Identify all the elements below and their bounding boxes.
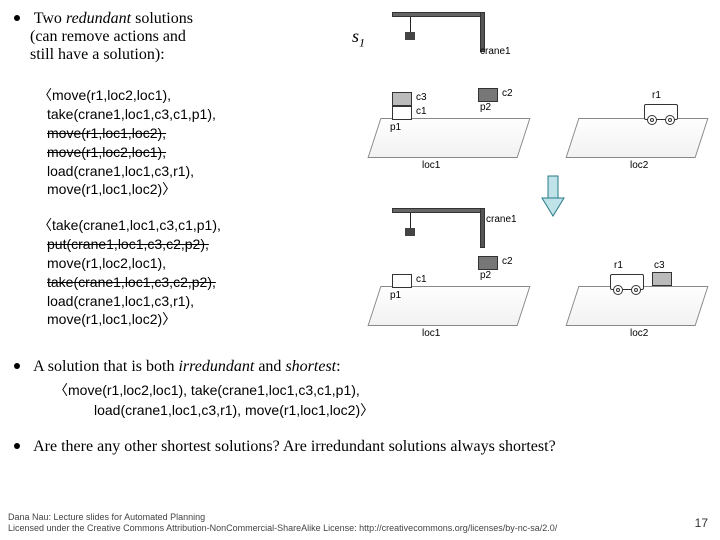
block-c3-bot xyxy=(652,272,672,286)
bullet-irredundant-shortest: A solution that is both irredundant and … xyxy=(14,358,694,420)
robot-r1-bot xyxy=(610,274,644,290)
plan1-l3: move(r1,loc1,loc2), xyxy=(38,124,216,143)
t: shortest xyxy=(285,358,336,375)
plan1-l6: move(r1,loc1,loc2)〉 xyxy=(38,180,216,199)
loc2-top-platform xyxy=(566,118,709,158)
bullet1-line3: still have a solution): xyxy=(30,46,165,63)
t: irredundant xyxy=(178,358,254,375)
plan1-l2: take(crane1,loc1,c3,c1,p1), xyxy=(38,105,216,124)
p1-label-bot: p1 xyxy=(390,290,401,301)
bullet2-code1: 〈move(r1,loc2,loc1), take(crane1,loc1,c3… xyxy=(54,380,694,400)
t: redundant xyxy=(66,10,131,27)
block-c2-bot xyxy=(478,256,498,270)
crane1-label-top: crane1 xyxy=(480,46,511,57)
plan2-l3: move(r1,loc2,loc1), xyxy=(38,254,221,273)
loc1-label-bot: loc1 xyxy=(422,328,440,339)
bullet3-text: Are there any other shortest solutions? … xyxy=(33,438,556,455)
plan1-l5: load(crane1,loc1,c3,r1), xyxy=(38,162,216,181)
r1-label-top: r1 xyxy=(652,90,661,101)
footer-l2: Licensed under the Creative Commons Attr… xyxy=(8,523,557,534)
bullet-redundant: Two redundant solutions (can remove acti… xyxy=(14,10,334,64)
footer-l1: Dana Nau: Lecture slides for Automated P… xyxy=(8,512,557,523)
bullet1-line2: (can remove actions and xyxy=(30,28,186,45)
block-c3-top xyxy=(392,92,412,106)
plan2-l5: load(crane1,loc1,c3,r1), xyxy=(38,292,221,311)
c2-label-top: c2 xyxy=(502,88,513,99)
block-c2-top xyxy=(478,88,498,102)
p2-label-bot: p2 xyxy=(480,270,491,281)
plan1: 〈move(r1,loc2,loc1), take(crane1,loc1,c3… xyxy=(38,86,216,199)
crane1-label-bot: crane1 xyxy=(486,214,517,225)
bullet2-code2: load(crane1,loc1,c3,r1), move(r1,loc1,lo… xyxy=(94,400,694,420)
bullet-questions: Are there any other shortest solutions? … xyxy=(14,438,694,456)
r1-label-bot: r1 xyxy=(614,260,623,271)
plan2-l1: 〈take(crane1,loc1,c3,c1,p1), xyxy=(38,216,221,235)
t: Two xyxy=(34,10,66,27)
c3-label-bot: c3 xyxy=(654,260,665,271)
s1-label: s1 xyxy=(352,26,365,51)
footer: Dana Nau: Lecture slides for Automated P… xyxy=(8,512,557,534)
c1-label-top: c1 xyxy=(416,106,427,117)
slide-number: 17 xyxy=(695,516,708,530)
c2-label-bot: c2 xyxy=(502,256,513,267)
bullet-dot xyxy=(14,15,20,21)
t: 1 xyxy=(359,36,365,50)
robot-r1-top xyxy=(644,104,678,120)
p2-label-top: p2 xyxy=(480,102,491,113)
plan2-l6: move(r1,loc1,loc2)〉 xyxy=(38,310,221,329)
t: s xyxy=(352,26,359,46)
plan1-l1: 〈move(r1,loc2,loc1), xyxy=(38,86,216,105)
plan1-l4: move(r1,loc2,loc1), xyxy=(38,143,216,162)
c3-label-top: c3 xyxy=(416,92,427,103)
p1-label-top: p1 xyxy=(390,122,401,133)
transition-arrow-icon xyxy=(538,174,568,218)
plan2-l2: put(crane1,loc1,c3,c2,p2), xyxy=(38,235,221,254)
bullet-dot xyxy=(14,443,20,449)
loc2-label-top: loc2 xyxy=(630,160,648,171)
loc2-label-bot: loc2 xyxy=(630,328,648,339)
loc1-label-top: loc1 xyxy=(422,160,440,171)
bullet-dot xyxy=(14,363,20,369)
block-c1-top xyxy=(392,106,412,120)
t: solutions xyxy=(131,10,193,27)
diagram: s1 crane1 c3 c1 p1 c2 p2 r1 loc1 xyxy=(352,8,710,328)
t: and xyxy=(254,358,285,375)
bullet1-line1: Two redundant solutions xyxy=(34,10,193,27)
t: A solution that is both xyxy=(33,358,178,375)
block-c1-bot xyxy=(392,274,412,288)
plan2-l4: take(crane1,loc1,c3,c2,p2), xyxy=(38,273,221,292)
c1-label-bot: c1 xyxy=(416,274,427,285)
t: : xyxy=(336,358,340,375)
plan2: 〈take(crane1,loc1,c3,c1,p1), put(crane1,… xyxy=(38,216,221,329)
bullet2-line1: A solution that is both irredundant and … xyxy=(33,358,340,375)
